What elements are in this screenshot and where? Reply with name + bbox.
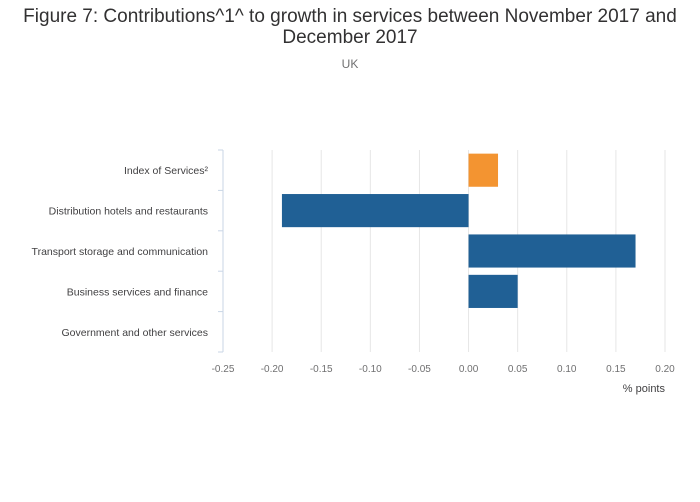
y-axis xyxy=(218,149,224,353)
x-tick-label: 0.15 xyxy=(606,364,626,375)
bar[interactable] xyxy=(468,274,518,308)
x-tick-label: -0.25 xyxy=(212,364,235,375)
x-tick-label: -0.10 xyxy=(359,364,382,375)
category-label: Index of Services² xyxy=(124,165,209,177)
category-label: Government and other services xyxy=(62,327,209,339)
x-tick-label: 0.05 xyxy=(508,364,528,375)
x-tick-label: -0.05 xyxy=(408,364,431,375)
bars xyxy=(281,153,636,308)
bar[interactable] xyxy=(468,153,499,187)
x-tick-labels: -0.25 -0.20 -0.15 -0.10 -0.05 0.00 0.05 0.10 0.1… xyxy=(212,364,676,375)
x-tick-label: 0.20 xyxy=(655,364,675,375)
x-axis-title: % points xyxy=(623,383,666,395)
category-labels: Index of Services² Distribution hotels an… xyxy=(32,165,209,339)
x-tick-label: 0.10 xyxy=(557,364,577,375)
chart-subtitle: UK xyxy=(341,57,359,71)
category-label: Business services and finance xyxy=(67,286,208,298)
x-tick-label: -0.15 xyxy=(310,364,333,375)
x-tick-label: -0.20 xyxy=(261,364,284,375)
bar[interactable] xyxy=(281,194,469,228)
category-label: Distribution hotels and restaurants xyxy=(49,206,208,218)
bar[interactable] xyxy=(468,234,636,268)
category-label: Transport storage and communication xyxy=(32,246,209,258)
chart-title: Figure 7: Contributions^1^ to growth in … xyxy=(23,6,677,48)
x-tick-label: 0.00 xyxy=(459,364,479,375)
